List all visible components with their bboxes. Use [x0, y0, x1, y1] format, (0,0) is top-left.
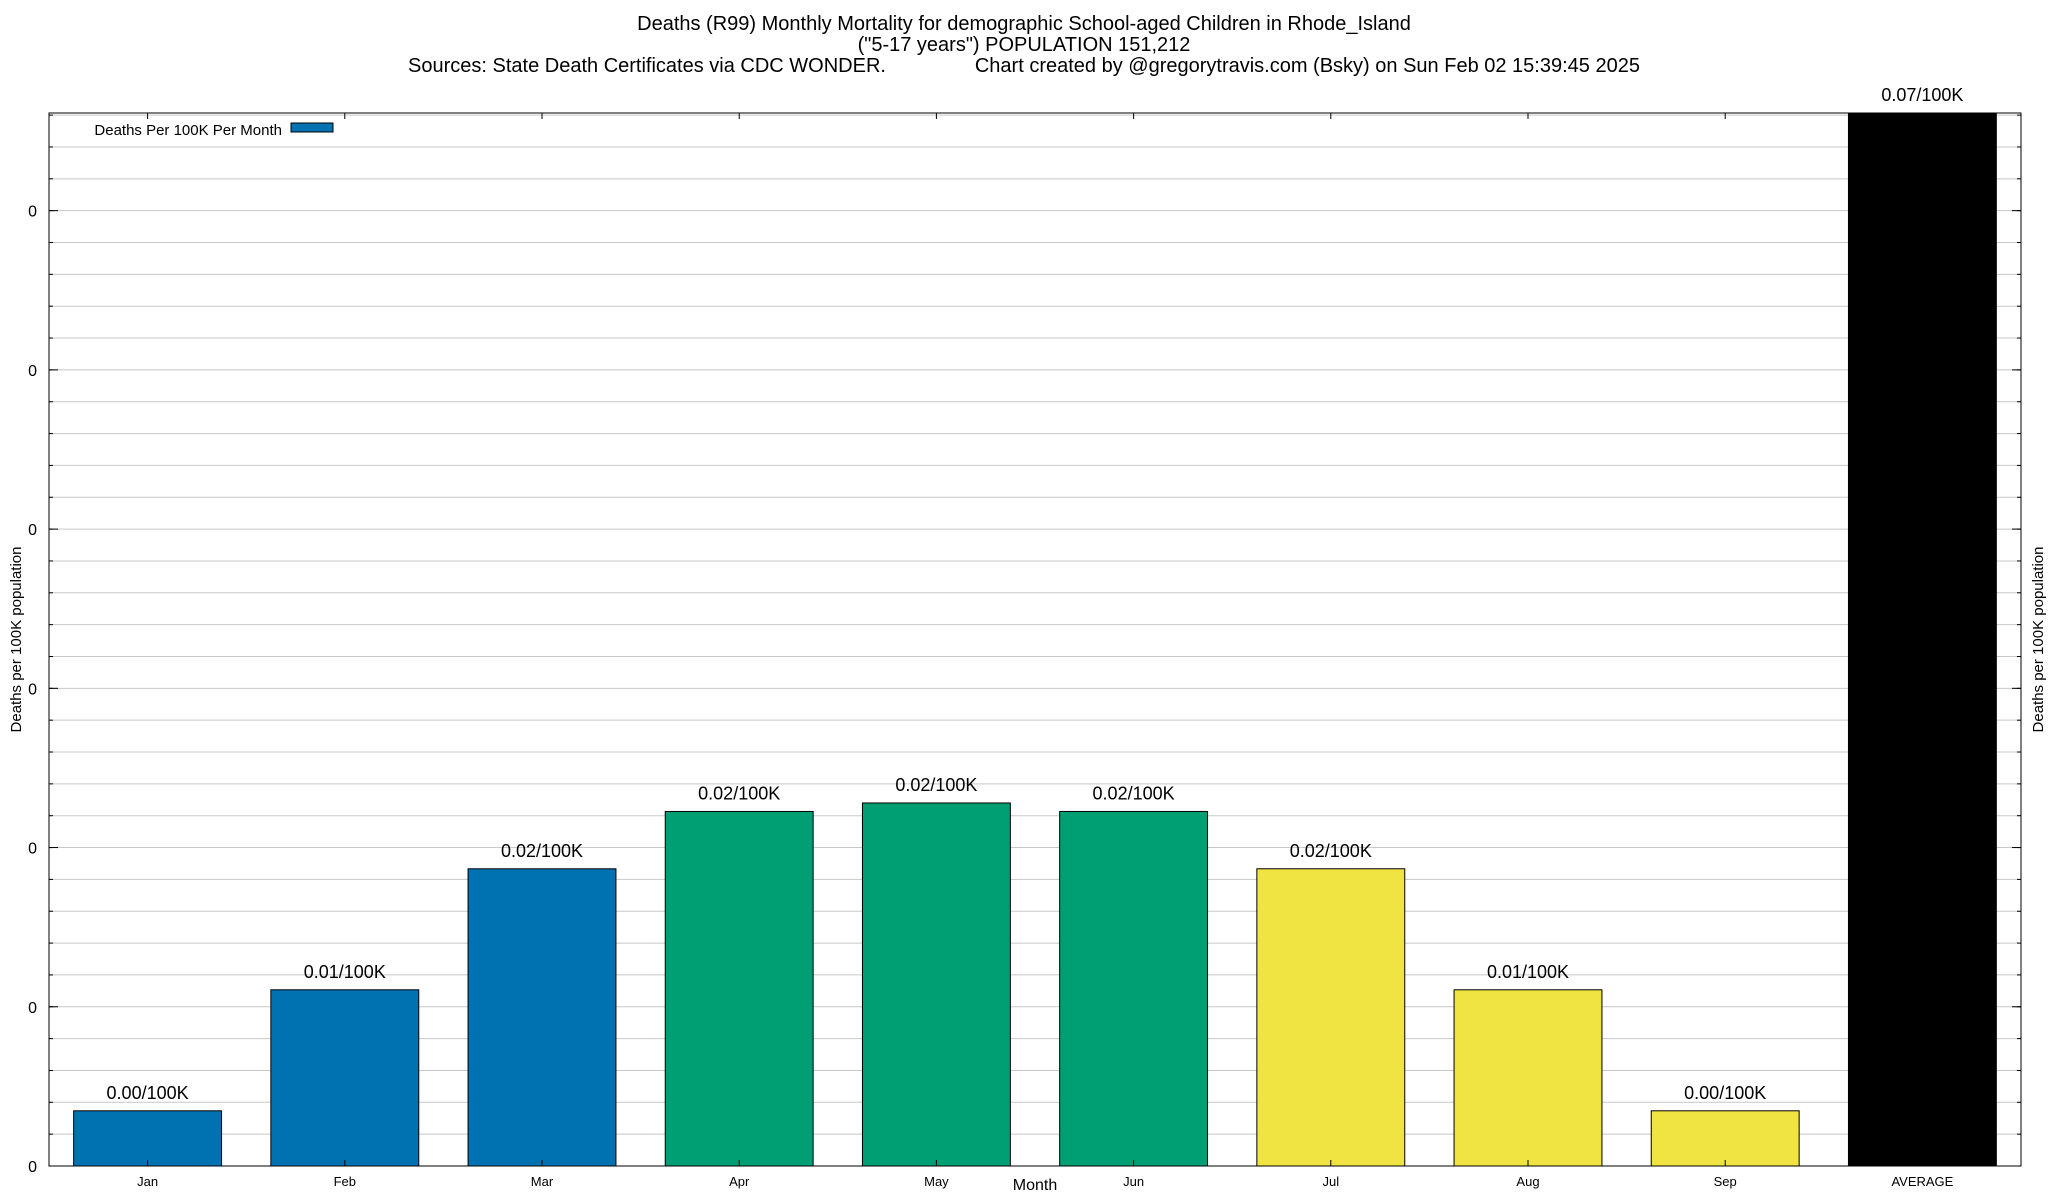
y-tick-label: 0 [28, 1000, 37, 1017]
bar-apr [664, 810, 814, 1167]
x-tick-label-mar: Mar [531, 1174, 554, 1189]
bar-feb [270, 989, 420, 1167]
y-tick-label: 0 [28, 841, 37, 858]
data-label-apr: 0.02/100K [698, 783, 780, 803]
legend-label: Deaths Per 100K Per Month [94, 122, 282, 139]
y-tick-label: 0 [28, 1159, 37, 1176]
x-axis-label: Month [1013, 1177, 1057, 1194]
y-tick-label: 0 [28, 204, 37, 221]
bar-jun [1059, 810, 1209, 1167]
bar-jan [73, 1110, 223, 1167]
y-tick-label: 0 [28, 522, 37, 539]
bar-may [861, 802, 1011, 1167]
bar-average [1847, 112, 1997, 1167]
x-tick-label-jan: Jan [137, 1174, 158, 1189]
data-label-feb: 0.01/100K [304, 962, 386, 982]
bar-aug [1453, 989, 1603, 1167]
x-tick-label-apr: Apr [729, 1174, 750, 1189]
chart-title-line-1: Deaths (R99) Monthly Mortality for demog… [637, 13, 1411, 35]
x-tick-label-aug: Aug [1516, 1174, 1539, 1189]
plot-border [48, 112, 2022, 1167]
x-tick-label-may: May [924, 1174, 949, 1189]
y-tick-label: 0 [28, 681, 37, 698]
chart-title-line-2: ("5-17 years") POPULATION 151,212 [857, 34, 1191, 56]
x-tick-label-sep: Sep [1714, 1174, 1737, 1189]
bar-mar [467, 868, 617, 1167]
bar-jul [1256, 868, 1406, 1167]
chart-title-line-3: Sources: State Death Certificates via CD… [408, 55, 1640, 77]
x-tick-label-average: AVERAGE [1891, 1174, 1953, 1189]
y-tick-label: 0 [28, 363, 37, 380]
data-label-jul: 0.02/100K [1290, 841, 1372, 861]
x-tick-label-jul: Jul [1322, 1174, 1339, 1189]
data-label-may: 0.02/100K [895, 775, 977, 795]
x-tick-label-jun: Jun [1123, 1174, 1144, 1189]
data-label-jan: 0.00/100K [107, 1083, 189, 1103]
x-tick-label-feb: Feb [334, 1174, 356, 1189]
legend-swatch [290, 122, 334, 133]
data-label-jun: 0.02/100K [1093, 783, 1175, 803]
data-label-sep: 0.00/100K [1684, 1083, 1766, 1103]
y-axis-label-right: Deaths per 100K population [2030, 547, 2047, 733]
data-label-aug: 0.01/100K [1487, 962, 1569, 982]
data-label-mar: 0.02/100K [501, 841, 583, 861]
y-axis-label: Deaths per 100K population [8, 547, 25, 733]
bar-sep [1650, 1110, 1800, 1167]
data-label-average: 0.07/100K [1881, 85, 1963, 105]
